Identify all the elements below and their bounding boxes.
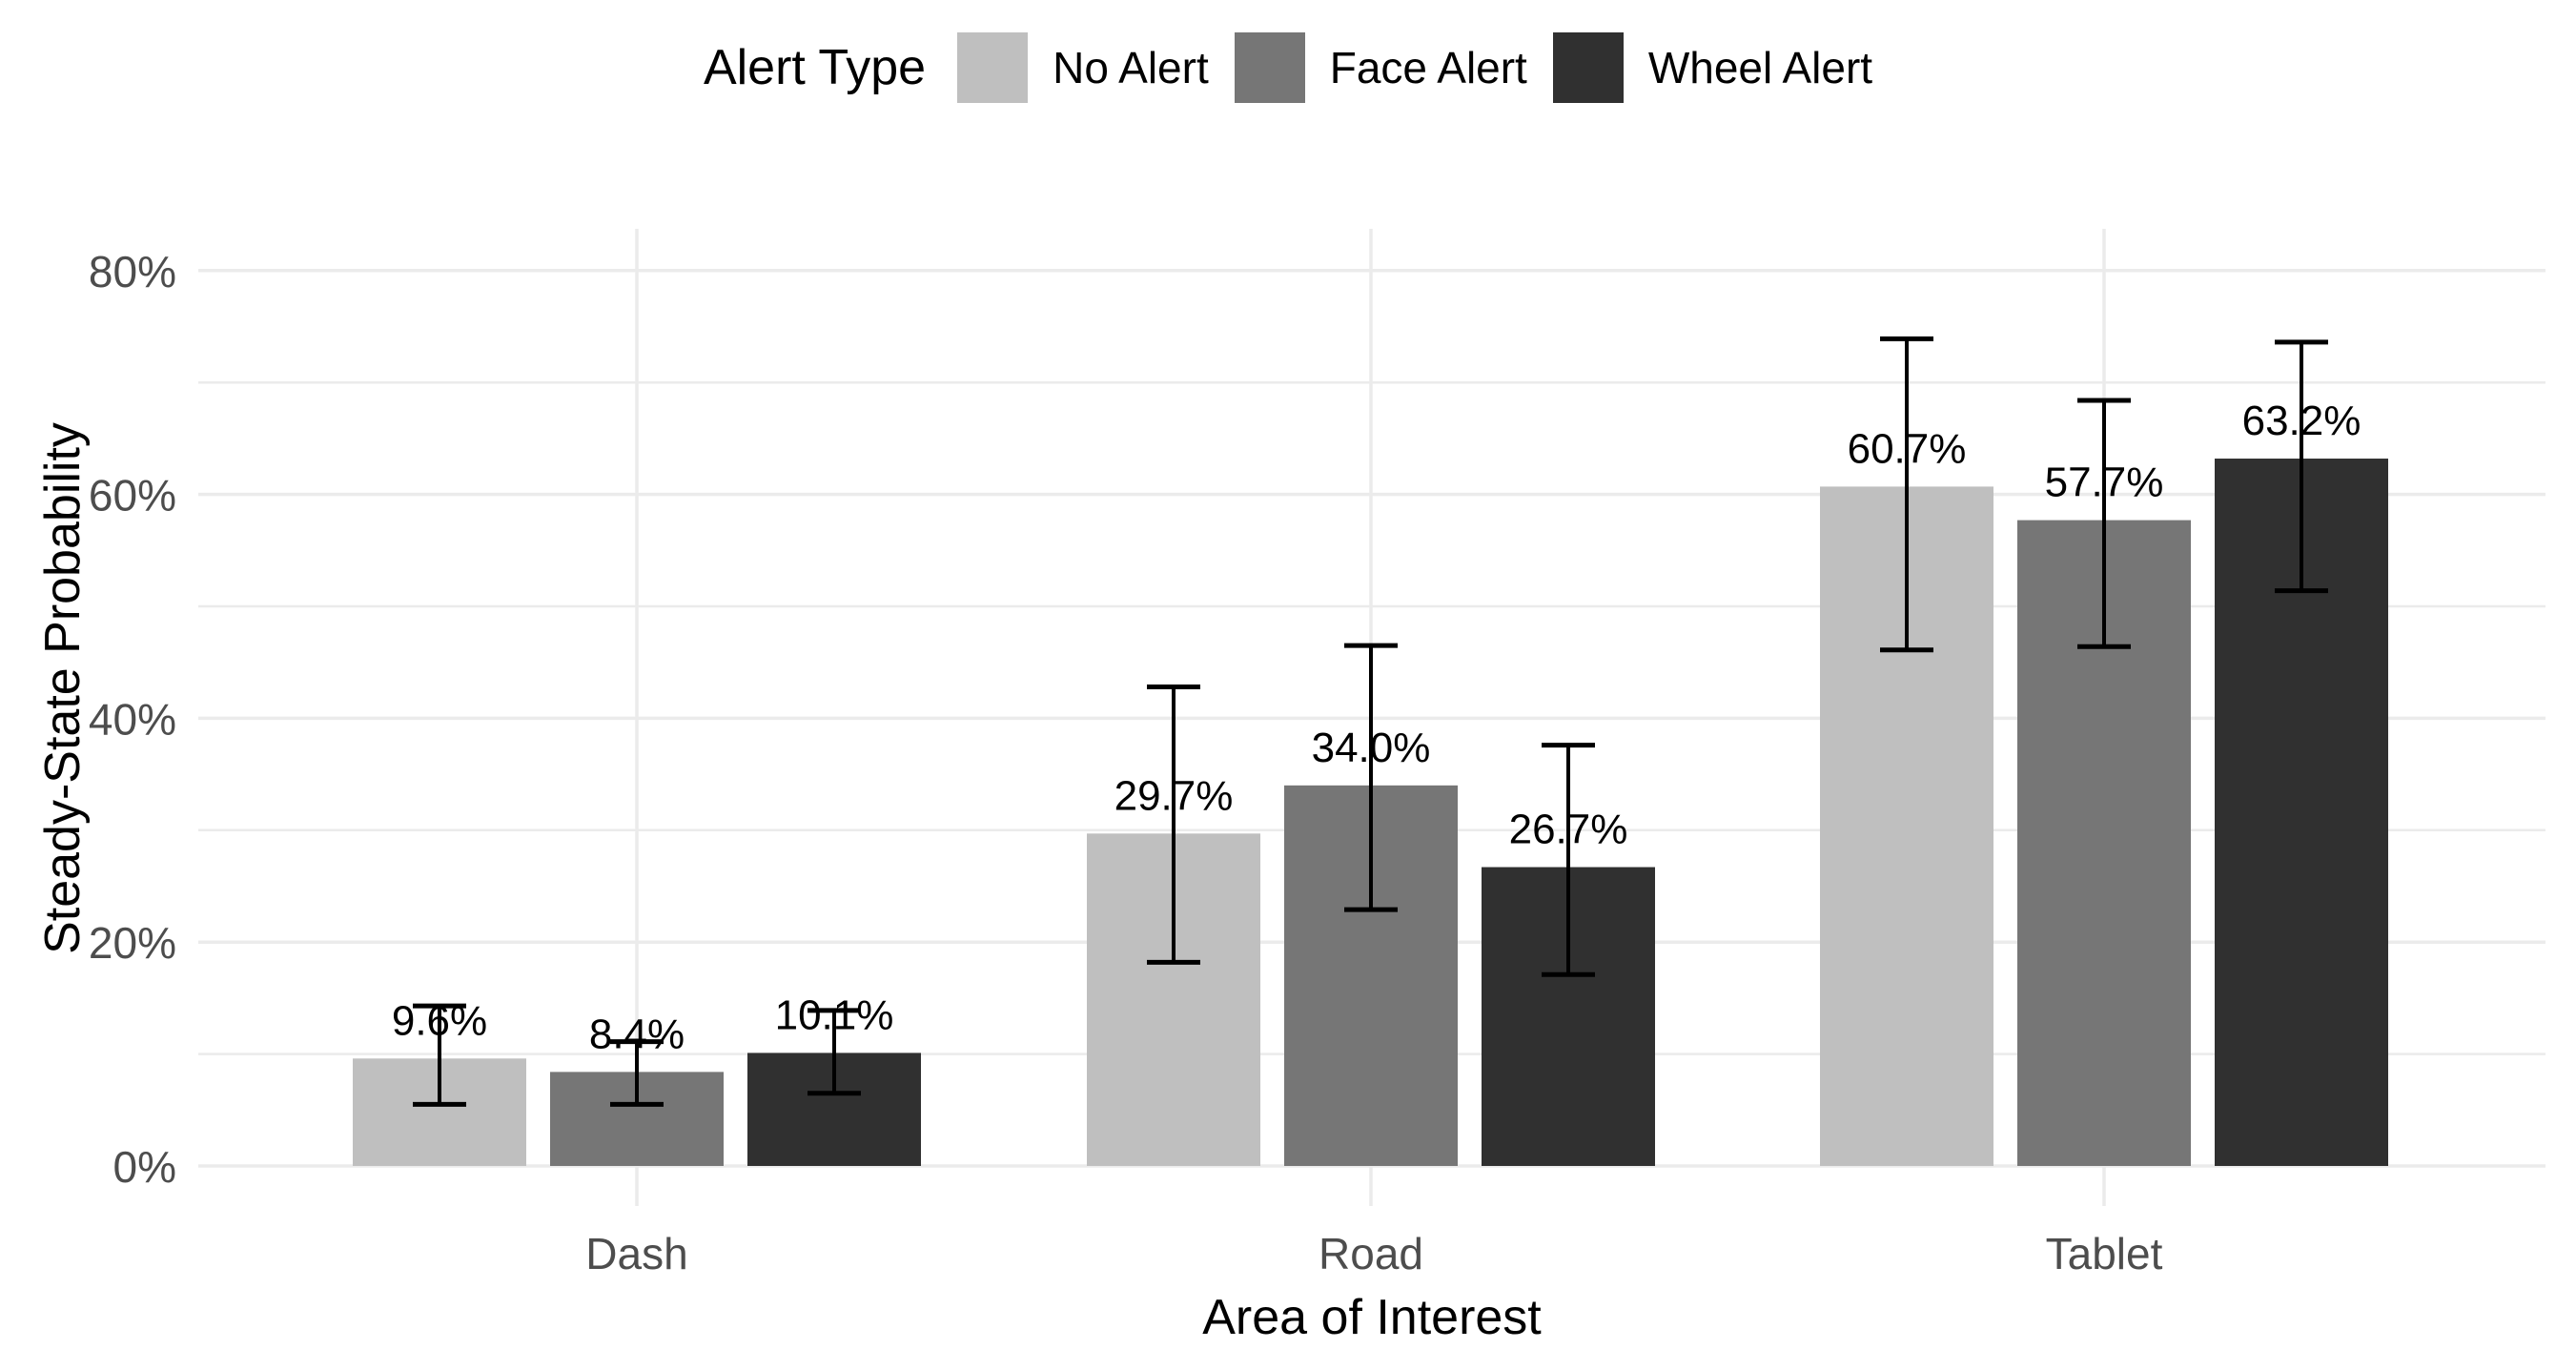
y-tick-label: 40%	[89, 694, 176, 744]
y-axis-title: Steady-State Probability	[35, 422, 91, 954]
value-label: 57.7%	[2045, 460, 2164, 506]
value-label: 34.0%	[1312, 725, 1431, 771]
value-label: 29.7%	[1114, 772, 1234, 819]
y-tick-label: 60%	[89, 471, 176, 521]
value-label: 8.4%	[589, 1011, 685, 1057]
value-label: 26.7%	[1509, 807, 1628, 853]
value-label: 63.2%	[2242, 398, 2361, 444]
value-label: 9.6%	[392, 997, 487, 1044]
value-label: 60.7%	[1848, 425, 1967, 472]
y-tick-label: 20%	[89, 918, 176, 968]
x-category-label: Road	[1319, 1229, 1423, 1278]
y-tick-label: 0%	[113, 1142, 176, 1192]
x-category-label: Tablet	[2046, 1229, 2163, 1278]
y-tick-label: 80%	[89, 247, 176, 296]
x-axis-title: Area of Interest	[1202, 1290, 1542, 1345]
value-label: 10.1%	[775, 991, 894, 1038]
x-category-label: Dash	[585, 1229, 687, 1278]
